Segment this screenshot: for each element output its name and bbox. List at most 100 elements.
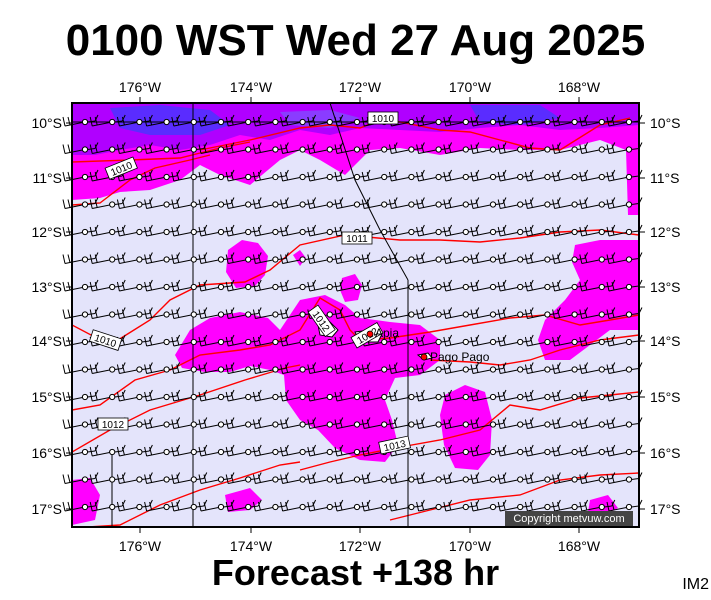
barb-station (163, 118, 170, 126)
barb-station (190, 146, 197, 153)
wind-barb (416, 417, 453, 429)
barb-station (109, 256, 116, 263)
barb-station (299, 311, 306, 318)
barb-shaft (524, 474, 545, 484)
wind-barb (606, 142, 643, 154)
barb-station (571, 338, 578, 346)
barb-shaft (171, 391, 192, 402)
barb-station (544, 118, 551, 126)
barb-station (163, 311, 170, 318)
lon-label: 172°W (339, 538, 382, 554)
barb-shaft (361, 474, 382, 484)
barb-shaft (116, 199, 137, 209)
wind-barb (280, 389, 317, 402)
barb-station (598, 118, 605, 126)
barb-station (435, 366, 442, 373)
wind-barb (524, 499, 561, 512)
barb-station (109, 448, 116, 456)
barb-station (571, 256, 578, 263)
barb-station (435, 448, 442, 456)
barb-station (408, 393, 415, 401)
barb-station (517, 476, 524, 483)
wind-barb (606, 307, 643, 319)
barb-shaft (579, 281, 600, 292)
barb-station (190, 503, 197, 511)
barb-station (217, 338, 225, 346)
barb-shaft (62, 144, 83, 154)
barb-shaft (225, 391, 246, 402)
barb-station (462, 503, 469, 511)
barb-shaft (171, 364, 192, 374)
barb-shaft (144, 419, 165, 429)
barb-station (217, 366, 225, 373)
barb-station (462, 118, 469, 126)
barb-shaft (280, 501, 301, 512)
barb-shaft (225, 336, 246, 347)
barb-shaft (470, 171, 491, 182)
barb-shaft (443, 474, 464, 484)
barb-station (571, 201, 578, 208)
barb-station (489, 311, 497, 318)
barb-shaft (62, 281, 83, 292)
barb-station (517, 366, 524, 373)
wind-barb (89, 197, 126, 209)
barb-station (245, 146, 252, 153)
barb-station (190, 448, 197, 456)
barb-station (326, 503, 333, 511)
barb-shaft (198, 281, 219, 292)
barb-shaft (62, 226, 83, 237)
barb-shaft (171, 446, 192, 457)
barb-shaft (62, 474, 83, 484)
wind-barb (443, 169, 480, 182)
barb-station (353, 201, 361, 208)
barb-station (598, 201, 605, 208)
wind-barb (416, 169, 453, 182)
barb-shaft (416, 254, 437, 264)
barb-shaft (171, 144, 192, 154)
wind-barb (307, 142, 344, 154)
barb-station (489, 256, 497, 263)
barb-shaft (252, 199, 273, 209)
barb-shaft (388, 336, 409, 347)
barb-station (217, 393, 225, 401)
barb-shaft (198, 474, 219, 484)
barb-shaft (307, 364, 328, 374)
barb-station (272, 228, 279, 236)
lat-label: 11°S (650, 170, 679, 186)
barb-shaft (443, 501, 464, 512)
barb-shaft (89, 199, 110, 209)
barb-shaft (470, 309, 491, 319)
barb-station (625, 146, 633, 153)
wind-barb (252, 114, 289, 127)
wind-barb (307, 169, 344, 182)
wind-barb (443, 197, 480, 209)
wind-barb (443, 224, 480, 237)
wind-barb (62, 142, 99, 154)
wind-barb (280, 142, 317, 154)
barb-station (81, 503, 89, 511)
barb-shaft (552, 446, 573, 457)
barb-shaft (334, 309, 355, 319)
wind-barb (497, 444, 534, 457)
barb-station (272, 503, 279, 511)
wind-barb (416, 444, 453, 457)
barb-station (299, 393, 306, 401)
barb-shaft (606, 171, 627, 182)
barb-shaft (579, 309, 600, 319)
barb-shaft (116, 309, 137, 319)
barb-station (81, 311, 89, 318)
barb-station (190, 228, 197, 236)
barb-station (326, 146, 333, 153)
lon-label: 168°W (558, 538, 601, 554)
barb-shaft (198, 309, 219, 319)
barb-shaft (225, 281, 246, 292)
wind-barb (144, 252, 181, 264)
barb-shaft (443, 116, 464, 127)
wind-barb (606, 279, 643, 292)
barb-station (544, 311, 551, 318)
barb-shaft (497, 199, 518, 209)
barb-station (217, 173, 225, 181)
barb-shaft (334, 254, 355, 264)
barb-station (381, 173, 388, 181)
